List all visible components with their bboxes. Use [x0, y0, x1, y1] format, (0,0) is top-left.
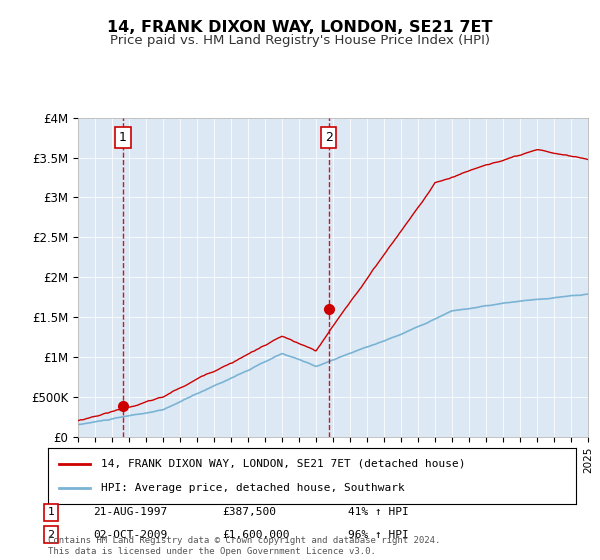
Text: Contains HM Land Registry data © Crown copyright and database right 2024.
This d: Contains HM Land Registry data © Crown c… [48, 536, 440, 556]
Text: 41% ↑ HPI: 41% ↑ HPI [348, 507, 409, 517]
Text: Price paid vs. HM Land Registry's House Price Index (HPI): Price paid vs. HM Land Registry's House … [110, 34, 490, 46]
Text: 1: 1 [119, 131, 127, 144]
Text: £1,600,000: £1,600,000 [222, 530, 290, 540]
Text: 2: 2 [325, 131, 332, 144]
Text: 14, FRANK DIXON WAY, LONDON, SE21 7ET: 14, FRANK DIXON WAY, LONDON, SE21 7ET [107, 20, 493, 35]
Text: 21-AUG-1997: 21-AUG-1997 [93, 507, 167, 517]
Text: 14, FRANK DIXON WAY, LONDON, SE21 7ET (detached house): 14, FRANK DIXON WAY, LONDON, SE21 7ET (d… [101, 459, 466, 469]
Text: 02-OCT-2009: 02-OCT-2009 [93, 530, 167, 540]
Text: 2: 2 [47, 530, 55, 540]
Text: £387,500: £387,500 [222, 507, 276, 517]
Text: HPI: Average price, detached house, Southwark: HPI: Average price, detached house, Sout… [101, 483, 404, 493]
Text: 1: 1 [47, 507, 55, 517]
Text: 96% ↑ HPI: 96% ↑ HPI [348, 530, 409, 540]
